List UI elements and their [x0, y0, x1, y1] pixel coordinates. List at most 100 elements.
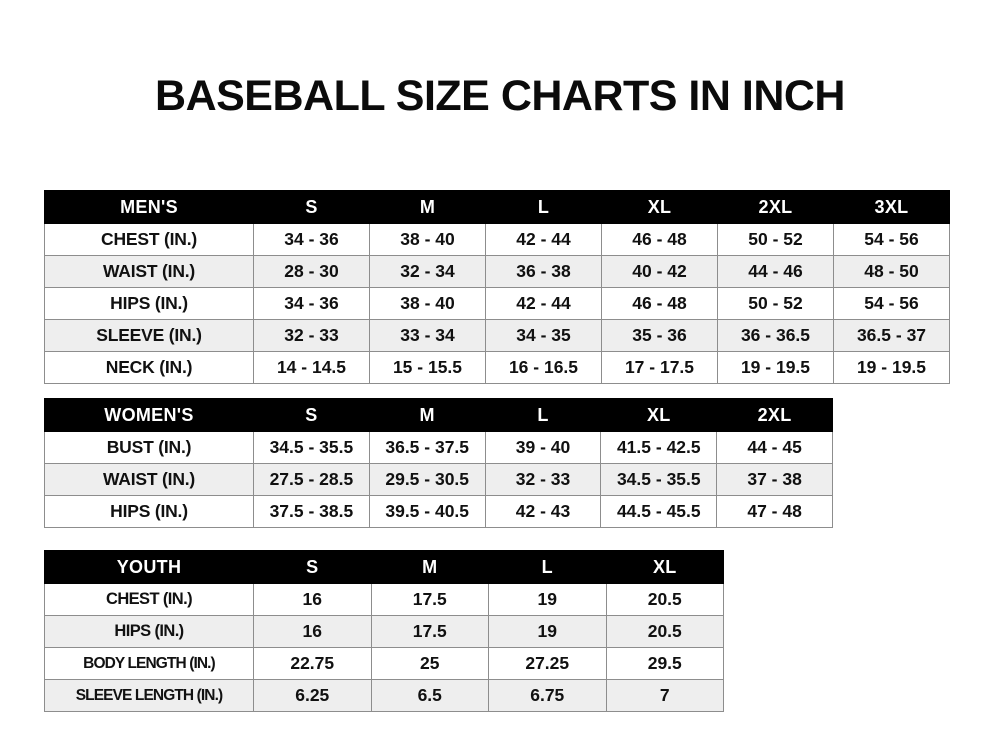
table-row: CHEST (IN.) 34 - 36 38 - 40 42 - 44 46 -… [44, 223, 950, 256]
cell: 19 [488, 583, 607, 616]
cell: 7 [605, 679, 724, 712]
cell: 46 - 48 [601, 223, 718, 256]
cell: 34 - 35 [485, 319, 602, 352]
column-header-m: M [370, 550, 489, 584]
cell: 50 - 52 [717, 223, 834, 256]
column-header-youth: YOUTH [44, 550, 254, 584]
column-header-l: L [488, 550, 607, 584]
cell: 16 [253, 583, 372, 616]
cell: 28 - 30 [253, 255, 370, 288]
column-header-l: L [485, 190, 602, 224]
table-row: HIPS (IN.) 37.5 - 38.5 39.5 - 40.5 42 - … [44, 495, 833, 528]
column-header-s: S [253, 190, 370, 224]
table-row: WAIST (IN.) 28 - 30 32 - 34 36 - 38 40 -… [44, 255, 950, 288]
cell: 17 - 17.5 [601, 351, 718, 384]
cell: 29.5 - 30.5 [368, 463, 486, 496]
row-label: WAIST (IN.) [44, 255, 254, 288]
table-row: HIPS (IN.) 34 - 36 38 - 40 42 - 44 46 - … [44, 287, 950, 320]
cell: 37 - 38 [716, 463, 833, 496]
cell: 47 - 48 [716, 495, 833, 528]
cell: 38 - 40 [369, 223, 486, 256]
column-header-mens: MEN'S [44, 190, 254, 224]
cell: 27.25 [488, 647, 607, 680]
cell: 38 - 40 [369, 287, 486, 320]
cell: 25 [370, 647, 489, 680]
table-header-row: WOMEN'S S M L XL 2XL [44, 398, 833, 432]
cell: 42 - 44 [485, 223, 602, 256]
cell: 34 - 36 [253, 223, 370, 256]
mens-size-table: MEN'S S M L XL 2XL 3XL CHEST (IN.) 34 - … [44, 190, 950, 384]
cell: 54 - 56 [833, 287, 950, 320]
cell: 32 - 33 [484, 463, 602, 496]
cell: 44.5 - 45.5 [600, 495, 718, 528]
cell: 6.5 [370, 679, 489, 712]
table-row: SLEEVE LENGTH (IN.) 6.25 6.5 6.75 7 [44, 679, 724, 712]
cell: 40 - 42 [601, 255, 718, 288]
cell: 17.5 [370, 615, 489, 648]
cell: 17.5 [370, 583, 489, 616]
column-header-3xl: 3XL [833, 190, 950, 224]
column-header-s: S [253, 398, 370, 432]
column-header-s: S [253, 550, 372, 584]
row-label: WAIST (IN.) [44, 463, 254, 496]
cell: 37.5 - 38.5 [253, 495, 370, 528]
cell: 36 - 36.5 [717, 319, 834, 352]
cell: 42 - 44 [485, 287, 602, 320]
cell: 36 - 38 [485, 255, 602, 288]
column-header-m: M [369, 190, 486, 224]
table-row: BUST (IN.) 34.5 - 35.5 36.5 - 37.5 39 - … [44, 431, 833, 464]
cell: 15 - 15.5 [369, 351, 486, 384]
cell: 6.25 [253, 679, 372, 712]
column-header-womens: WOMEN'S [44, 398, 254, 432]
column-header-2xl: 2XL [717, 190, 834, 224]
cell: 42 - 43 [484, 495, 602, 528]
table-row: SLEEVE (IN.) 32 - 33 33 - 34 34 - 35 35 … [44, 319, 950, 352]
column-header-xl: XL [600, 398, 718, 432]
cell: 36.5 - 37 [833, 319, 950, 352]
column-header-xl: XL [605, 550, 724, 584]
row-label: CHEST (IN.) [44, 223, 254, 256]
cell: 32 - 34 [369, 255, 486, 288]
cell: 32 - 33 [253, 319, 370, 352]
cell: 54 - 56 [833, 223, 950, 256]
column-header-l: L [484, 398, 602, 432]
table-row: HIPS (IN.) 16 17.5 19 20.5 [44, 615, 724, 648]
womens-size-table: WOMEN'S S M L XL 2XL BUST (IN.) 34.5 - 3… [44, 398, 833, 528]
cell: 20.5 [605, 615, 724, 648]
row-label: BUST (IN.) [44, 431, 254, 464]
cell: 39 - 40 [484, 431, 602, 464]
cell: 48 - 50 [833, 255, 950, 288]
row-label: HIPS (IN.) [44, 615, 254, 648]
column-header-2xl: 2XL [716, 398, 833, 432]
page-title: BASEBALL SIZE CHARTS IN INCH [155, 72, 845, 120]
youth-size-table: YOUTH S M L XL CHEST (IN.) 16 17.5 19 20… [44, 550, 724, 712]
cell: 39.5 - 40.5 [368, 495, 486, 528]
cell: 34.5 - 35.5 [253, 431, 370, 464]
table-header-row: MEN'S S M L XL 2XL 3XL [44, 190, 950, 224]
cell: 44 - 46 [717, 255, 834, 288]
cell: 41.5 - 42.5 [600, 431, 718, 464]
row-label: HIPS (IN.) [44, 495, 254, 528]
table-row: NECK (IN.) 14 - 14.5 15 - 15.5 16 - 16.5… [44, 351, 950, 384]
cell: 50 - 52 [717, 287, 834, 320]
row-label: SLEEVE (IN.) [44, 319, 254, 352]
cell: 29.5 [605, 647, 724, 680]
cell: 16 [253, 615, 372, 648]
table-row: BODY LENGTH (IN.) 22.75 25 27.25 29.5 [44, 647, 724, 680]
cell: 44 - 45 [716, 431, 833, 464]
cell: 34 - 36 [253, 287, 370, 320]
cell: 35 - 36 [601, 319, 718, 352]
table-header-row: YOUTH S M L XL [44, 550, 724, 584]
cell: 19 - 19.5 [833, 351, 950, 384]
cell: 20.5 [605, 583, 724, 616]
cell: 46 - 48 [601, 287, 718, 320]
cell: 36.5 - 37.5 [368, 431, 486, 464]
cell: 27.5 - 28.5 [253, 463, 370, 496]
cell: 22.75 [253, 647, 372, 680]
cell: 33 - 34 [369, 319, 486, 352]
cell: 14 - 14.5 [253, 351, 370, 384]
column-header-m: M [368, 398, 486, 432]
cell: 19 - 19.5 [717, 351, 834, 384]
row-label: SLEEVE LENGTH (IN.) [44, 679, 254, 712]
row-label: CHEST (IN.) [44, 583, 254, 616]
